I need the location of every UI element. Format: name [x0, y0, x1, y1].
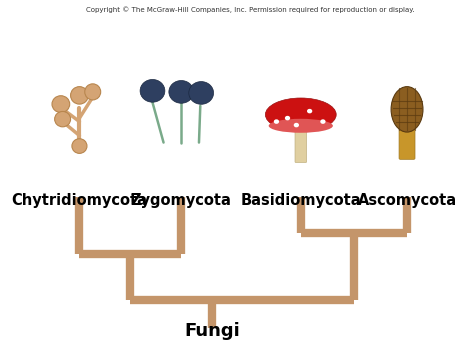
Ellipse shape — [285, 116, 290, 120]
Ellipse shape — [71, 87, 88, 104]
Ellipse shape — [55, 111, 71, 127]
Ellipse shape — [52, 96, 70, 113]
Text: Copyright © The McGraw-Hill Companies, Inc. Permission required for reproduction: Copyright © The McGraw-Hill Companies, I… — [86, 6, 414, 13]
Text: Chytridiomycota: Chytridiomycota — [11, 193, 147, 208]
Ellipse shape — [294, 123, 299, 127]
FancyBboxPatch shape — [295, 105, 307, 163]
Text: Fungi: Fungi — [184, 322, 240, 340]
Ellipse shape — [307, 109, 312, 113]
Ellipse shape — [320, 119, 326, 124]
Ellipse shape — [265, 98, 336, 131]
Text: Ascomycota: Ascomycota — [357, 193, 456, 208]
Ellipse shape — [269, 119, 333, 133]
Text: Basidiomycota: Basidiomycota — [240, 193, 361, 208]
Ellipse shape — [169, 81, 194, 103]
Ellipse shape — [72, 139, 87, 153]
Ellipse shape — [189, 82, 214, 104]
FancyBboxPatch shape — [399, 122, 415, 159]
Ellipse shape — [140, 80, 165, 102]
Ellipse shape — [391, 87, 423, 132]
Ellipse shape — [85, 84, 100, 100]
Ellipse shape — [274, 119, 279, 124]
Text: Zygomycota: Zygomycota — [131, 193, 232, 208]
